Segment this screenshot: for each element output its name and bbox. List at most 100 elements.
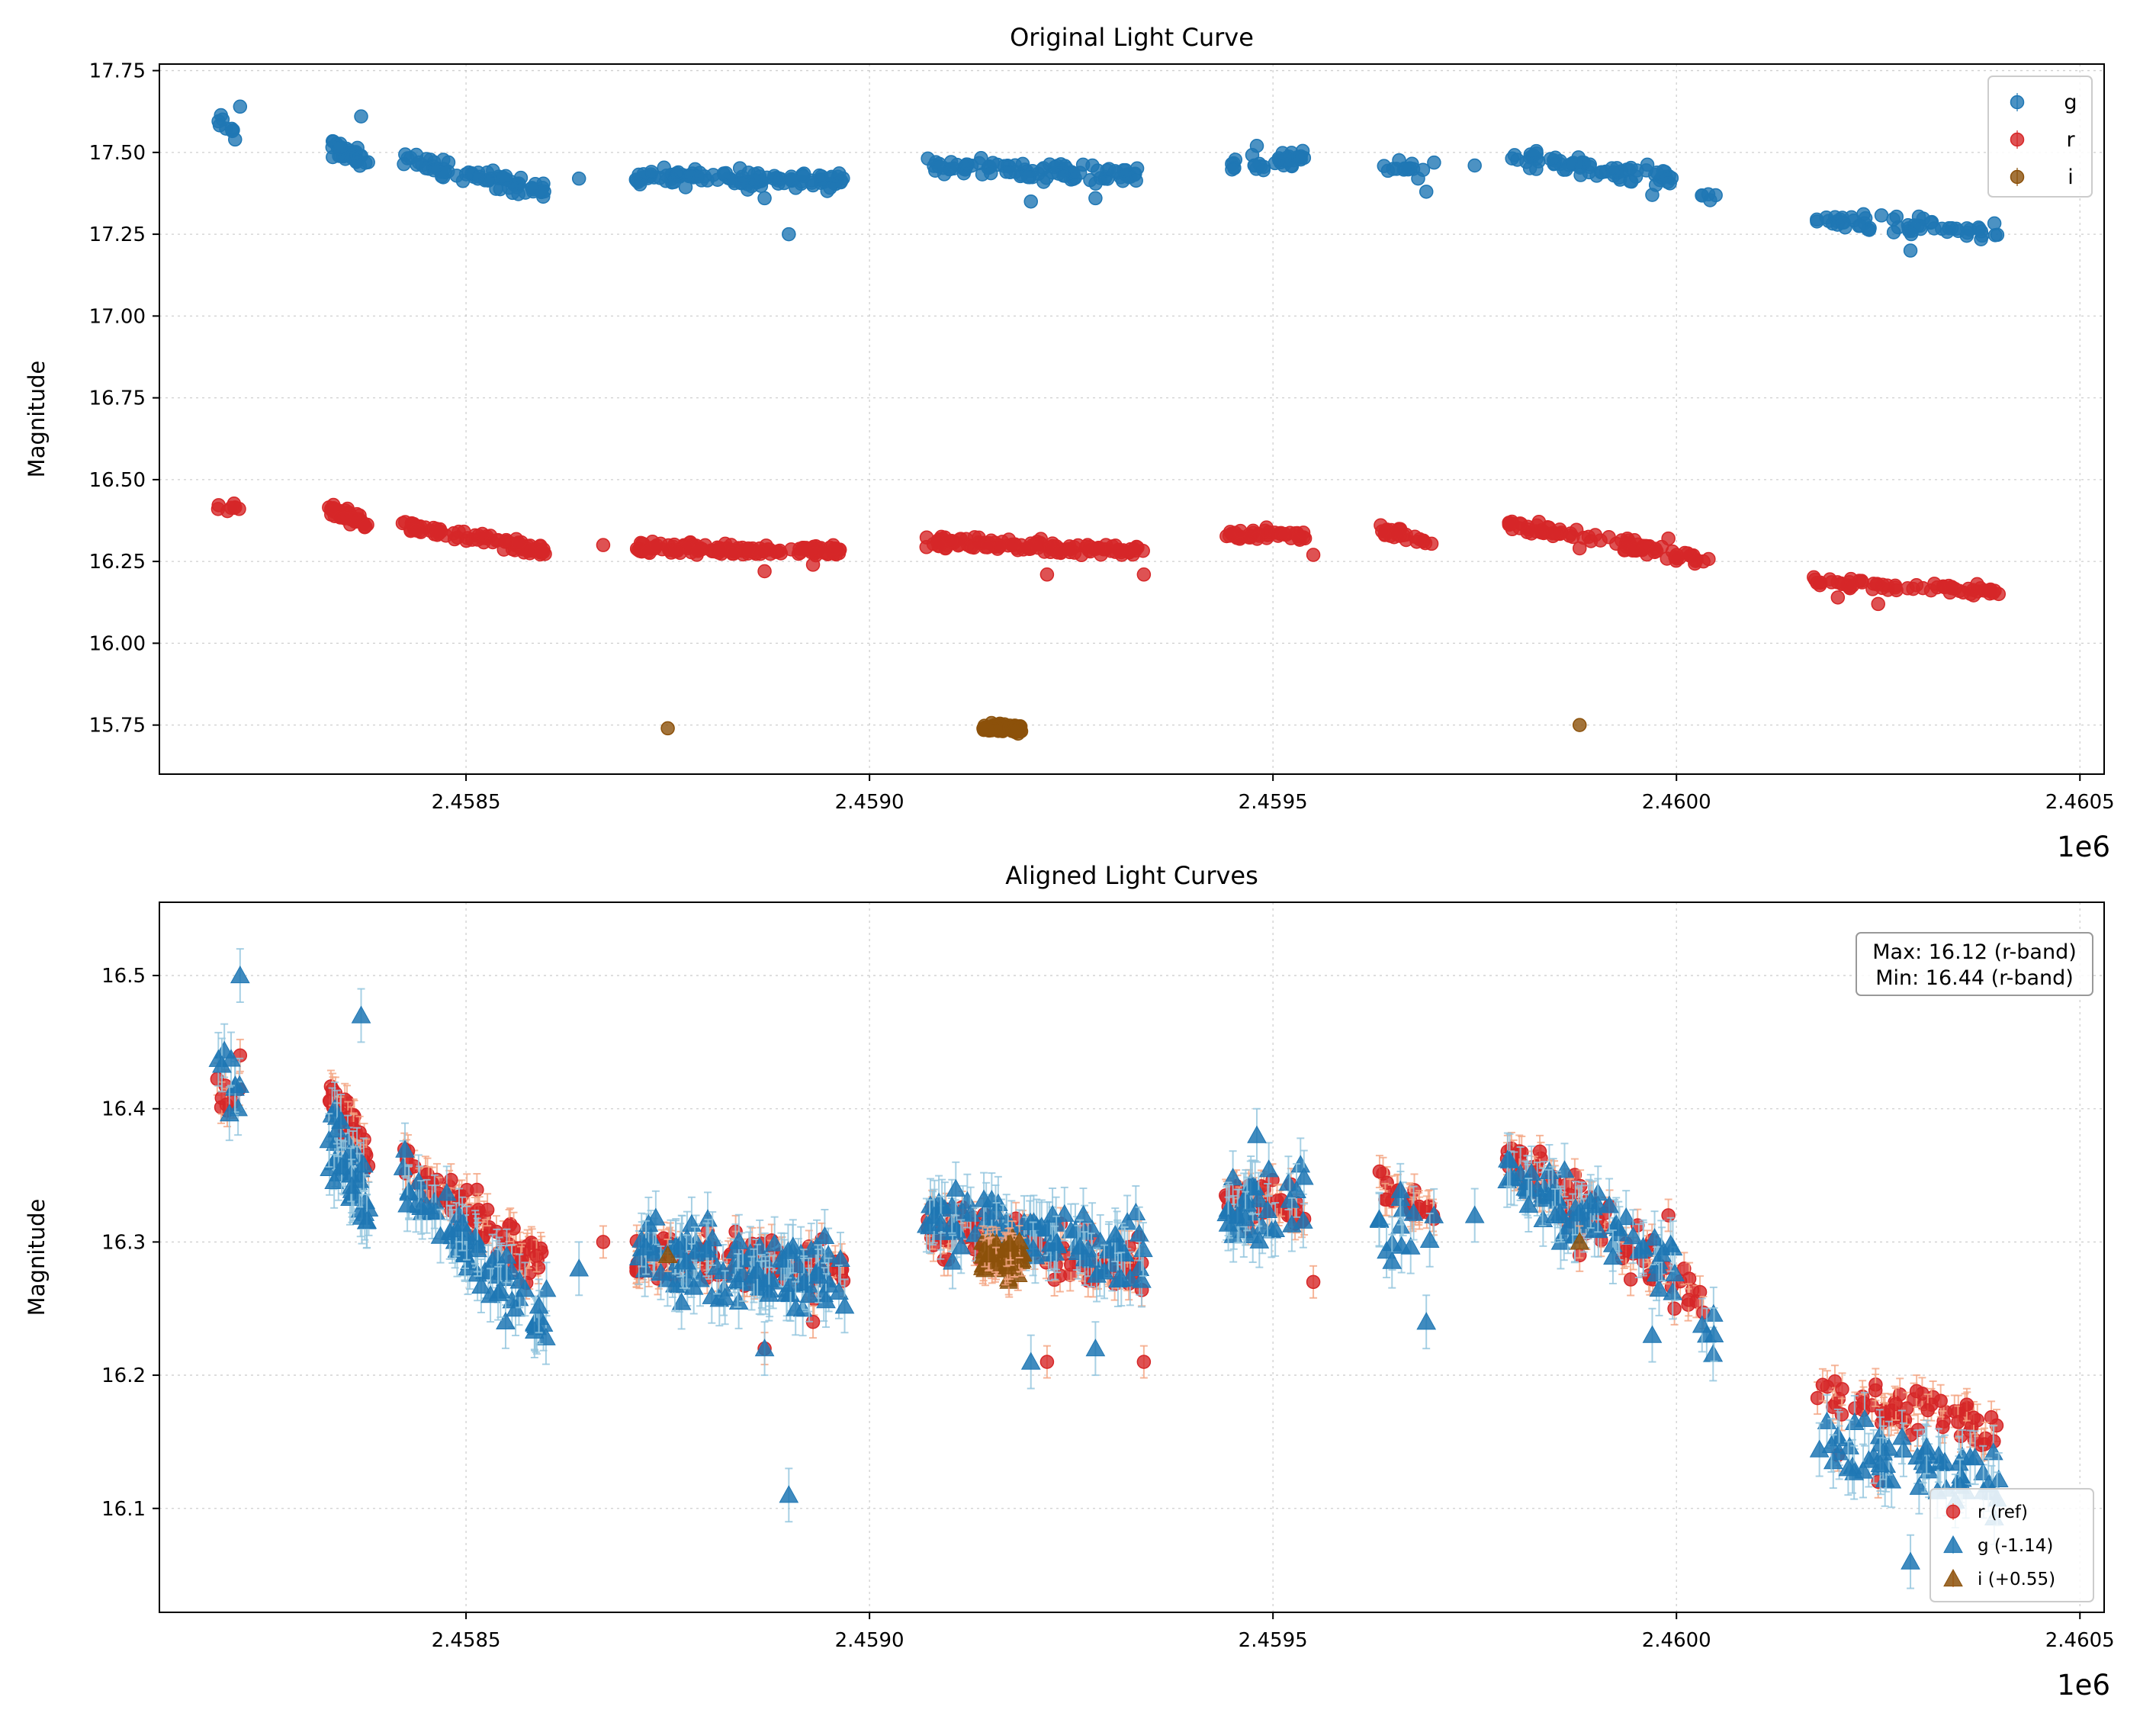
data-point (1427, 155, 1441, 170)
data-point (397, 156, 411, 172)
data-point (1306, 1274, 1321, 1290)
data-point (972, 156, 987, 171)
data-point (734, 175, 749, 191)
data-point (1974, 232, 1988, 246)
data-point (713, 543, 728, 558)
data-point (1126, 1202, 1146, 1221)
data-point (796, 541, 811, 555)
data-point (1091, 540, 1107, 555)
data-point (1977, 1437, 1992, 1451)
data-point (1650, 166, 1664, 180)
legend: gri (1987, 76, 2093, 198)
grid (159, 64, 2104, 774)
x-offset-label: 1e6 (2057, 831, 2110, 863)
data-point (1039, 567, 1055, 582)
data-point (1306, 548, 1321, 562)
data-point (757, 191, 772, 206)
data-point (1830, 590, 1846, 605)
data-point (773, 546, 789, 561)
data-point (1505, 151, 1519, 166)
data-point (1594, 165, 1608, 180)
data-point (1033, 532, 1049, 546)
data-point (1909, 1384, 1924, 1399)
data-point (1056, 169, 1071, 183)
data-point (716, 166, 731, 181)
data-point (959, 157, 974, 172)
legend-marker (2010, 169, 2025, 185)
data-point (1003, 165, 1017, 180)
y-tick-label: 17.00 (89, 305, 146, 328)
data-point (1005, 538, 1020, 553)
data-point (757, 564, 772, 579)
chart-title: Original Light Curve (1010, 23, 1254, 52)
data-point (1835, 215, 1849, 230)
data-point (1886, 212, 1901, 227)
data-point (1973, 581, 1988, 596)
data-point (649, 538, 664, 553)
data-point (1951, 223, 1965, 239)
legend-marker (2010, 132, 2025, 147)
data-point (1547, 525, 1561, 540)
data-point (1660, 175, 1675, 189)
data-point (1944, 580, 1958, 596)
data-point (1835, 1382, 1849, 1396)
data-points (208, 948, 2009, 1589)
data-point (1039, 1355, 1055, 1369)
data-point (1627, 542, 1641, 558)
data-point (1920, 1403, 1936, 1418)
data-point (1225, 162, 1239, 177)
data-point (1888, 1396, 1904, 1412)
y-axis-label: Magnitude (24, 361, 50, 478)
data-point (1923, 583, 1939, 598)
data-point (1813, 575, 1828, 590)
data-point (1815, 1377, 1830, 1393)
data-point (1023, 194, 1038, 209)
data-point (354, 109, 368, 124)
data-point (223, 500, 239, 516)
data-point (980, 540, 994, 554)
data-point (212, 118, 227, 133)
data-point (1582, 157, 1597, 172)
data-point (459, 1183, 474, 1197)
data-point (1136, 1355, 1152, 1369)
x-tick-label: 2.4595 (1239, 791, 1308, 814)
panel-aligned-light-curves: 2.4585 2.4590 2.4595 2.4600 2.460516.116.216… (24, 861, 2115, 1702)
data-point (1548, 150, 1563, 166)
legend-label: g (2064, 91, 2077, 114)
data-point (1959, 1397, 1974, 1412)
data-point (741, 541, 756, 556)
data-point (210, 502, 226, 516)
data-point (228, 132, 243, 147)
x-tick-label: 2.4600 (1642, 791, 1711, 814)
data-point (805, 558, 821, 572)
data-point (818, 545, 832, 561)
data-point (690, 544, 705, 558)
series-i (660, 715, 1587, 741)
data-point (1966, 1410, 1981, 1425)
data-point (337, 510, 352, 525)
data-point (1680, 546, 1695, 561)
data-point (1278, 527, 1293, 542)
data-point (1519, 155, 1534, 169)
data-point (1293, 149, 1308, 164)
data-point (534, 545, 549, 560)
data-point (1868, 1383, 1883, 1398)
data-point (1386, 162, 1400, 176)
data-point (409, 523, 424, 538)
data-point (1085, 158, 1100, 173)
data-point (1020, 169, 1036, 185)
data-point (832, 166, 847, 181)
data-point (1399, 532, 1413, 548)
data-point (1874, 208, 1889, 223)
data-point (455, 174, 471, 188)
data-point (690, 169, 705, 184)
y-tick-label: 16.00 (89, 632, 146, 655)
data-point (660, 721, 675, 736)
data-point (987, 722, 1002, 737)
data-point (1467, 158, 1482, 173)
data-point (502, 181, 516, 195)
y-tick-label: 16.50 (89, 469, 146, 492)
x-tick-label: 2.4585 (432, 791, 501, 814)
data-point (931, 159, 946, 174)
data-point (1088, 176, 1103, 191)
